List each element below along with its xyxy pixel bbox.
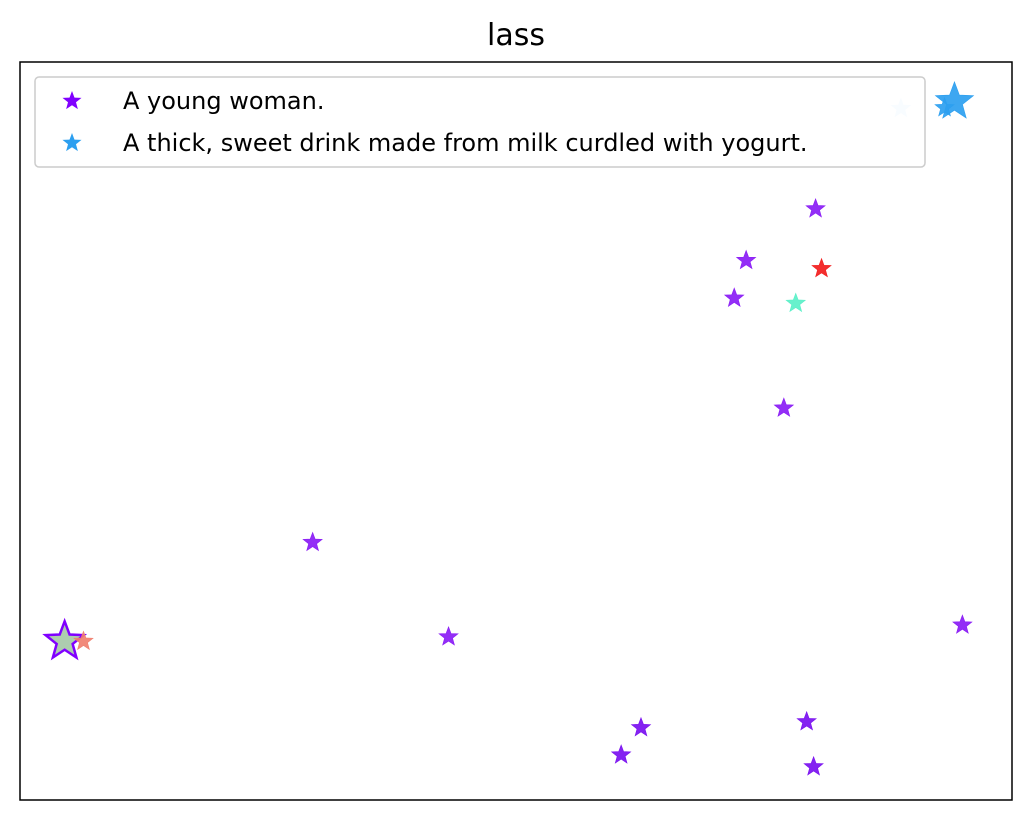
- legend-marker-1: [62, 133, 82, 152]
- scatter-point-s0-p10: [803, 755, 824, 776]
- legend-label-0: A young woman.: [123, 87, 324, 115]
- scatter-point-s3-p0: [785, 292, 807, 313]
- legend-box: [34, 76, 926, 168]
- scatter-point-s0-p2: [723, 287, 745, 307]
- scatter-point-s0-p11: [42, 617, 88, 661]
- scatter-point-s0-p5: [438, 626, 459, 646]
- scatter-point-s0-p7: [630, 716, 652, 737]
- scatter-point-s0-p0: [805, 198, 826, 218]
- scatter-point-s0-p9: [796, 710, 817, 731]
- scatter-point-s0-p3: [773, 397, 795, 417]
- points-layer: [42, 80, 975, 776]
- scatter-point-s1-p0: [934, 80, 975, 119]
- legend: A young woman. A thick, sweet drink made …: [34, 76, 926, 168]
- scatter-point-s0-p4: [302, 531, 323, 552]
- scatter-point-s0-p1: [735, 249, 757, 270]
- plot-area: [19, 61, 1013, 801]
- scatter-point-s0-p6: [952, 614, 973, 634]
- scatter-point-s2-p1: [73, 630, 94, 651]
- scatter-point-s0-p8: [610, 744, 632, 764]
- chart-title: lass: [487, 18, 545, 53]
- legend-label-1: A thick, sweet drink made from milk curd…: [123, 129, 808, 157]
- scatter-point-s2-p0: [811, 257, 832, 278]
- scatter-point-s1-p1: [934, 96, 955, 117]
- legend-marker-0: [62, 91, 82, 110]
